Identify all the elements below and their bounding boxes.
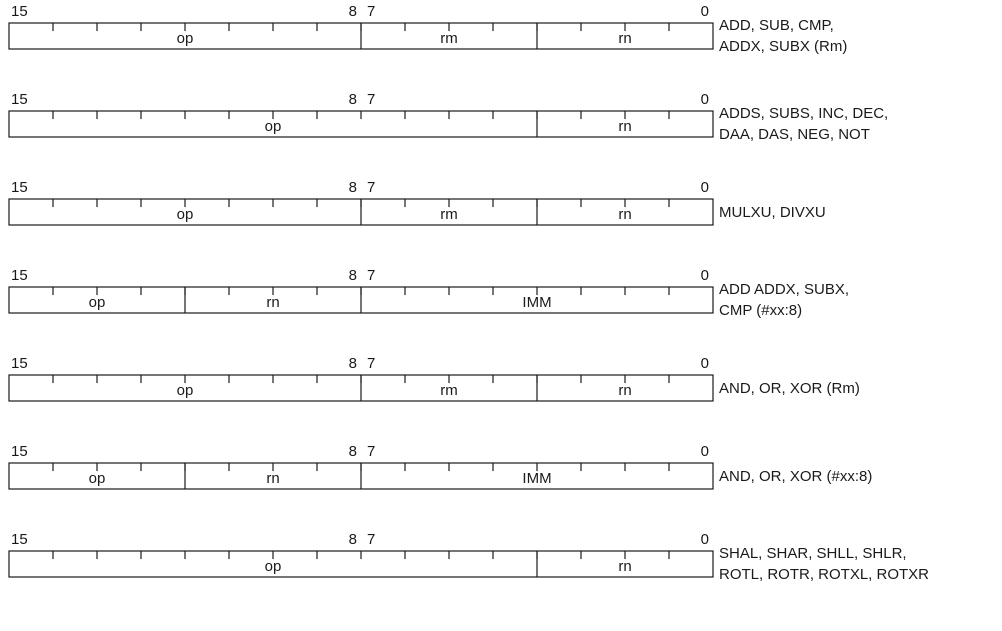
field-op: op <box>177 382 194 399</box>
bit-label-15: 15 <box>11 355 28 372</box>
bit-label-15: 15 <box>11 179 28 196</box>
format-description: ADDS, SUBS, INC, DEC, DAA, DAS, NEG, NOT <box>719 103 999 145</box>
format-description: MULXU, DIVXU <box>719 202 999 223</box>
format-3: 15 8 7 0 op rm rn <box>8 179 714 226</box>
bit-label-15: 15 <box>11 91 28 108</box>
description-line: SHAL, SHAR, SHLL, SHLR, <box>719 545 907 562</box>
description-line: ADDS, SUBS, INC, DEC, <box>719 105 889 122</box>
field-rn: rn <box>618 206 631 223</box>
bit-label-8: 8 <box>349 267 357 284</box>
field-rn: rn <box>618 382 631 399</box>
field-op: op <box>89 470 106 487</box>
bit-label-7: 7 <box>367 91 375 108</box>
bit-label-15: 15 <box>11 531 28 548</box>
field-op: op <box>265 558 282 575</box>
bit-label-7: 7 <box>367 267 375 284</box>
description-line: ADD, SUB, CMP, <box>719 17 834 34</box>
bit-label-0: 0 <box>701 267 709 284</box>
description-line: MULXU, DIVXU <box>719 203 826 221</box>
field-rm: rm <box>440 206 458 223</box>
field-imm: IMM <box>522 294 551 311</box>
bit-label-8: 8 <box>349 531 357 548</box>
description-line: ADD ADDX, SUBX, <box>719 281 850 298</box>
bit-label-15: 15 <box>11 3 28 20</box>
format-description: ADD, SUB, CMP, ADDX, SUBX (Rm) <box>719 15 999 57</box>
description-line: CMP (#xx:8) <box>719 302 803 319</box>
bit-label-0: 0 <box>701 179 709 196</box>
format-description: AND, OR, XOR (Rm) <box>719 378 999 399</box>
format-5: 15 8 7 0 op rm rn <box>8 355 714 402</box>
format-description: AND, OR, XOR (#xx:8) <box>719 466 999 487</box>
field-imm: IMM <box>522 470 551 487</box>
bit-label-7: 7 <box>367 3 375 20</box>
field-rn: rn <box>618 558 631 575</box>
bit-label-0: 0 <box>701 355 709 372</box>
bit-label-0: 0 <box>701 3 709 20</box>
format-description: SHAL, SHAR, SHLL, SHLR, ROTL, ROTR, ROTXL… <box>719 543 999 585</box>
bit-label-7: 7 <box>367 443 375 460</box>
format-6: 15 8 7 0 op rn IMM <box>8 443 714 490</box>
bit-label-7: 7 <box>367 355 375 372</box>
field-op: op <box>177 206 194 223</box>
format-description: ADD ADDX, SUBX, CMP (#xx:8) <box>719 279 999 321</box>
bit-label-8: 8 <box>349 3 357 20</box>
bit-label-0: 0 <box>701 531 709 548</box>
field-op: op <box>89 294 106 311</box>
field-rn: rn <box>618 30 631 47</box>
field-rm: rm <box>440 382 458 399</box>
bit-label-8: 8 <box>349 179 357 196</box>
field-op: op <box>177 30 194 47</box>
description-line: AND, OR, XOR (Rm) <box>719 379 860 397</box>
description-line: ROTL, ROTR, ROTXL, ROTXR <box>719 566 930 583</box>
field-rn: rn <box>618 118 631 135</box>
bit-label-8: 8 <box>349 443 357 460</box>
format-7: 15 8 7 0 op rn <box>8 531 714 578</box>
field-rn: rn <box>266 294 279 311</box>
description-line: DAA, DAS, NEG, NOT <box>719 126 870 143</box>
format-1: 15 8 7 0 op rm rn <box>8 3 714 50</box>
bit-label-7: 7 <box>367 179 375 196</box>
field-rn: rn <box>266 470 279 487</box>
field-op: op <box>265 118 282 135</box>
bit-label-8: 8 <box>349 355 357 372</box>
bit-label-7: 7 <box>367 531 375 548</box>
bit-label-0: 0 <box>701 443 709 460</box>
bit-label-8: 8 <box>349 91 357 108</box>
bit-label-15: 15 <box>11 443 28 460</box>
format-4: 15 8 7 0 op rn IMM <box>8 267 714 314</box>
description-line: ADDX, SUBX (Rm) <box>719 38 848 55</box>
format-2: 15 8 7 0 op rn <box>8 91 714 138</box>
description-line: AND, OR, XOR (#xx:8) <box>719 467 873 485</box>
field-rm: rm <box>440 30 458 47</box>
bit-label-0: 0 <box>701 91 709 108</box>
bit-label-15: 15 <box>11 267 28 284</box>
